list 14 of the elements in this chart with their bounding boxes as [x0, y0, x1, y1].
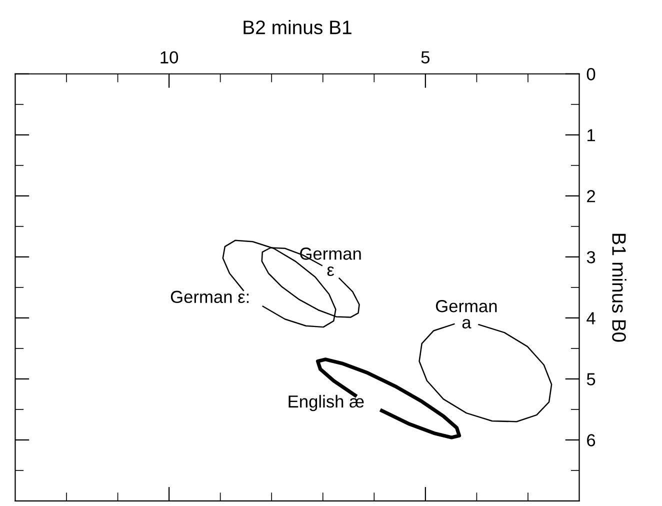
series-label: German ε: [170, 290, 249, 304]
y-tick-label: 5 [586, 373, 596, 386]
y-tick-label: 4 [586, 312, 596, 324]
y-tick-label: 1 [588, 129, 596, 142]
y-tick-label: 2 [587, 190, 595, 202]
y-tick-label: 3 [586, 251, 596, 264]
x-tick-label: 10 [160, 51, 178, 64]
series-label: English æ [288, 394, 364, 412]
y-tick-label: 6 [587, 434, 596, 446]
x-axis-title: B2 minus B1 [244, 20, 352, 34]
series-label: German a [436, 300, 497, 328]
y-tick-label: 0 [586, 68, 596, 80]
y-axis-title: B1 minus B0 [612, 234, 626, 342]
series-label: German ε [300, 248, 361, 276]
